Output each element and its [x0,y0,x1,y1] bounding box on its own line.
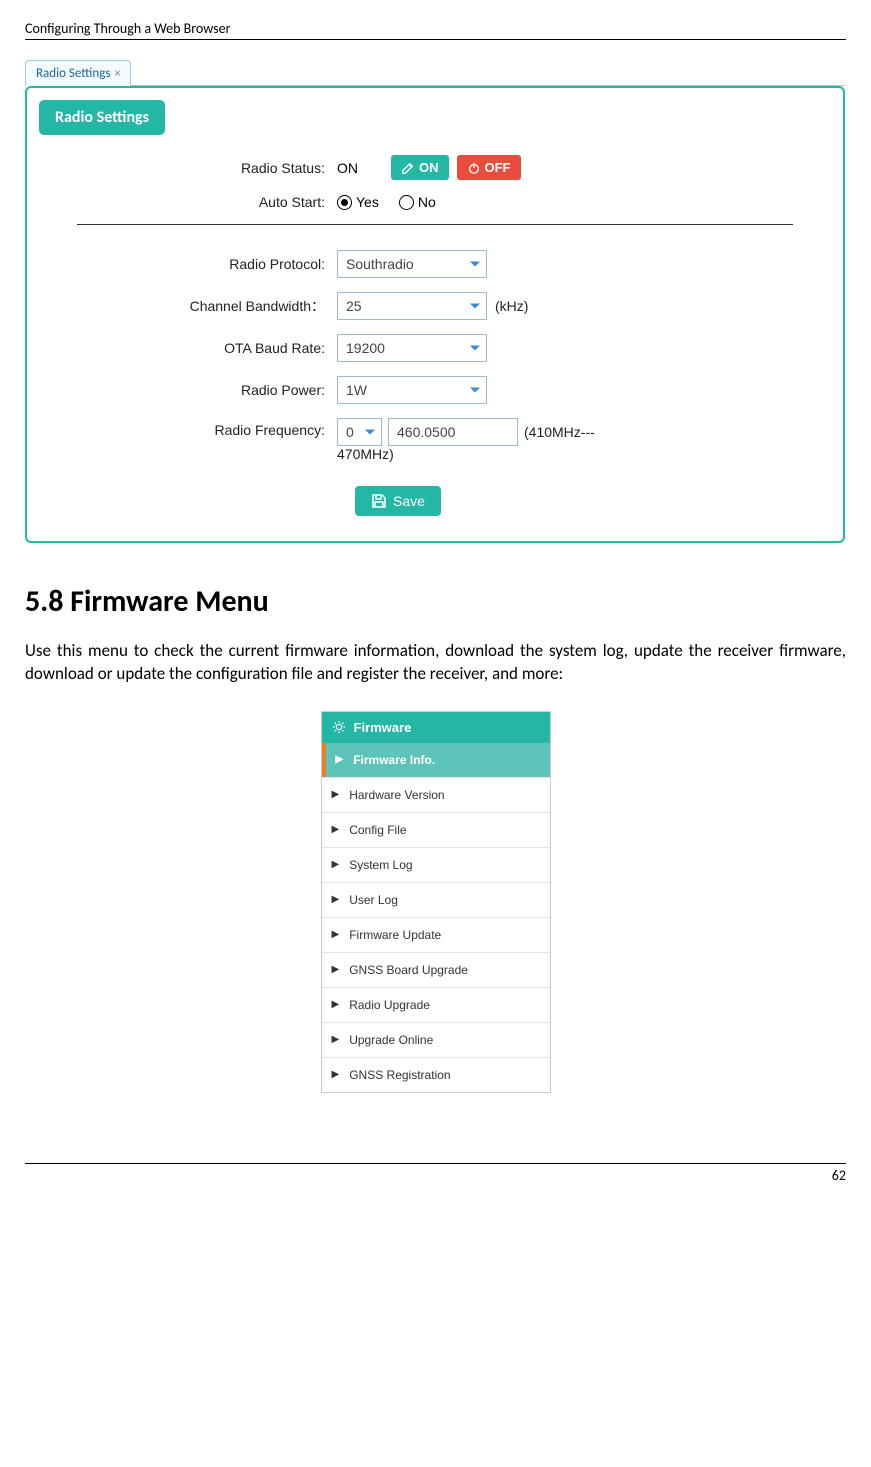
firmware-nav-item-userlog[interactable]: ▶ User Log [322,883,550,918]
power-icon [467,161,481,175]
auto-start-yes[interactable]: Yes [337,194,379,210]
save-button[interactable]: Save [355,486,441,516]
option-no-label: No [418,194,436,210]
chevron-right-icon: ▶ [332,859,340,870]
radio-power-label: Radio Power: [77,382,337,398]
frequency-range-2: 470MHz) [337,446,595,462]
chevron-right-icon: ▶ [332,1034,340,1045]
firmware-nav-item-gnssreg[interactable]: ▶ GNSS Registration [322,1058,550,1092]
firmware-nav-item-config[interactable]: ▶ Config File [322,813,550,848]
select-value: 25 [346,298,362,314]
firmware-nav-item-gnssboard[interactable]: ▶ GNSS Board Upgrade [322,953,550,988]
frequency-input[interactable]: 460.0500 [388,418,518,446]
chevron-right-icon: ▶ [332,964,340,975]
nav-item-label: Config File [349,823,406,837]
radio-power-select[interactable]: 1W [337,376,487,404]
nav-item-label: Firmware Update [349,928,441,942]
radio-protocol-label: Radio Protocol: [77,256,337,272]
chevron-down-icon [470,262,480,267]
chevron-down-icon [470,346,480,351]
radio-status-label: Radio Status: [77,160,337,176]
page-number: 62 [25,1163,846,1184]
frequency-channel-select[interactable]: 0 [337,418,382,446]
chevron-right-icon: ▶ [332,999,340,1010]
divider [77,224,793,225]
chevron-right-icon: ▶ [332,824,340,835]
ota-baud-select[interactable]: 19200 [337,334,487,362]
nav-item-label: Radio Upgrade [349,998,430,1012]
firmware-nav-header[interactable]: Firmware [322,712,550,743]
chevron-right-icon: ▶ [332,789,340,800]
nav-item-label: Upgrade Online [349,1033,433,1047]
nav-item-label: System Log [349,858,412,872]
chevron-down-icon [470,304,480,309]
panel-title: Radio Settings [39,100,165,135]
gear-icon [332,720,346,734]
frequency-range-1: (410MHz--- [524,424,595,440]
nav-item-label: Hardware Version [349,788,444,802]
radio-protocol-select[interactable]: Southradio [337,250,487,278]
select-value: 1W [346,382,367,398]
section-heading: 5.8 Firmware Menu [25,583,846,620]
off-button-label: OFF [485,160,511,175]
chevron-down-icon [365,430,375,435]
save-icon [371,493,387,509]
tab-bar: Radio Settings × [25,60,845,86]
tab-radio-settings[interactable]: Radio Settings × [25,60,131,86]
on-button[interactable]: ON [391,155,449,180]
radio-icon [399,195,414,210]
section-body: Use this menu to check the current firmw… [25,640,846,686]
chevron-down-icon [470,388,480,393]
chevron-right-icon: ▶ [336,754,344,765]
tab-label: Radio Settings [36,66,110,81]
radio-status-value: ON [337,160,358,176]
select-value: Southradio [346,256,414,272]
firmware-nav-item-fwupdate[interactable]: ▶ Firmware Update [322,918,550,953]
select-value: 0 [346,424,354,440]
firmware-nav-item-info[interactable]: ▶ Firmware Info. [322,743,550,778]
radio-icon [337,195,352,210]
select-value: 19200 [346,340,385,356]
input-value: 460.0500 [397,424,455,440]
firmware-nav-item-syslog[interactable]: ▶ System Log [322,848,550,883]
channel-bandwidth-label: Channel Bandwidth： [77,296,337,316]
option-yes-label: Yes [356,194,379,210]
bandwidth-unit: (kHz) [495,298,528,314]
page-header: Configuring Through a Web Browser [25,20,846,40]
edit-icon [401,161,415,175]
nav-item-label: GNSS Board Upgrade [349,963,468,977]
nav-item-label: Firmware Info. [353,753,435,767]
auto-start-no[interactable]: No [399,194,436,210]
firmware-nav-header-label: Firmware [354,720,412,735]
radio-frequency-label: Radio Frequency: [77,418,337,438]
close-icon[interactable]: × [114,67,120,81]
ota-baud-label: OTA Baud Rate: [77,340,337,356]
on-button-label: ON [419,160,439,175]
firmware-nav: Firmware ▶ Firmware Info. ▶ Hardware Versi… [321,711,551,1093]
channel-bandwidth-select[interactable]: 25 [337,292,487,320]
nav-item-label: User Log [349,893,398,907]
save-button-label: Save [393,493,425,509]
firmware-nav-item-upgradeonline[interactable]: ▶ Upgrade Online [322,1023,550,1058]
chevron-right-icon: ▶ [332,929,340,940]
firmware-nav-item-hardware[interactable]: ▶ Hardware Version [322,778,550,813]
nav-item-label: GNSS Registration [349,1068,450,1082]
auto-start-label: Auto Start: [77,194,337,210]
firmware-nav-item-radioupgrade[interactable]: ▶ Radio Upgrade [322,988,550,1023]
chevron-right-icon: ▶ [332,1069,340,1080]
chevron-right-icon: ▶ [332,894,340,905]
off-button[interactable]: OFF [457,155,521,180]
radio-settings-panel: Radio Settings × Radio Settings Radio St… [25,60,845,543]
